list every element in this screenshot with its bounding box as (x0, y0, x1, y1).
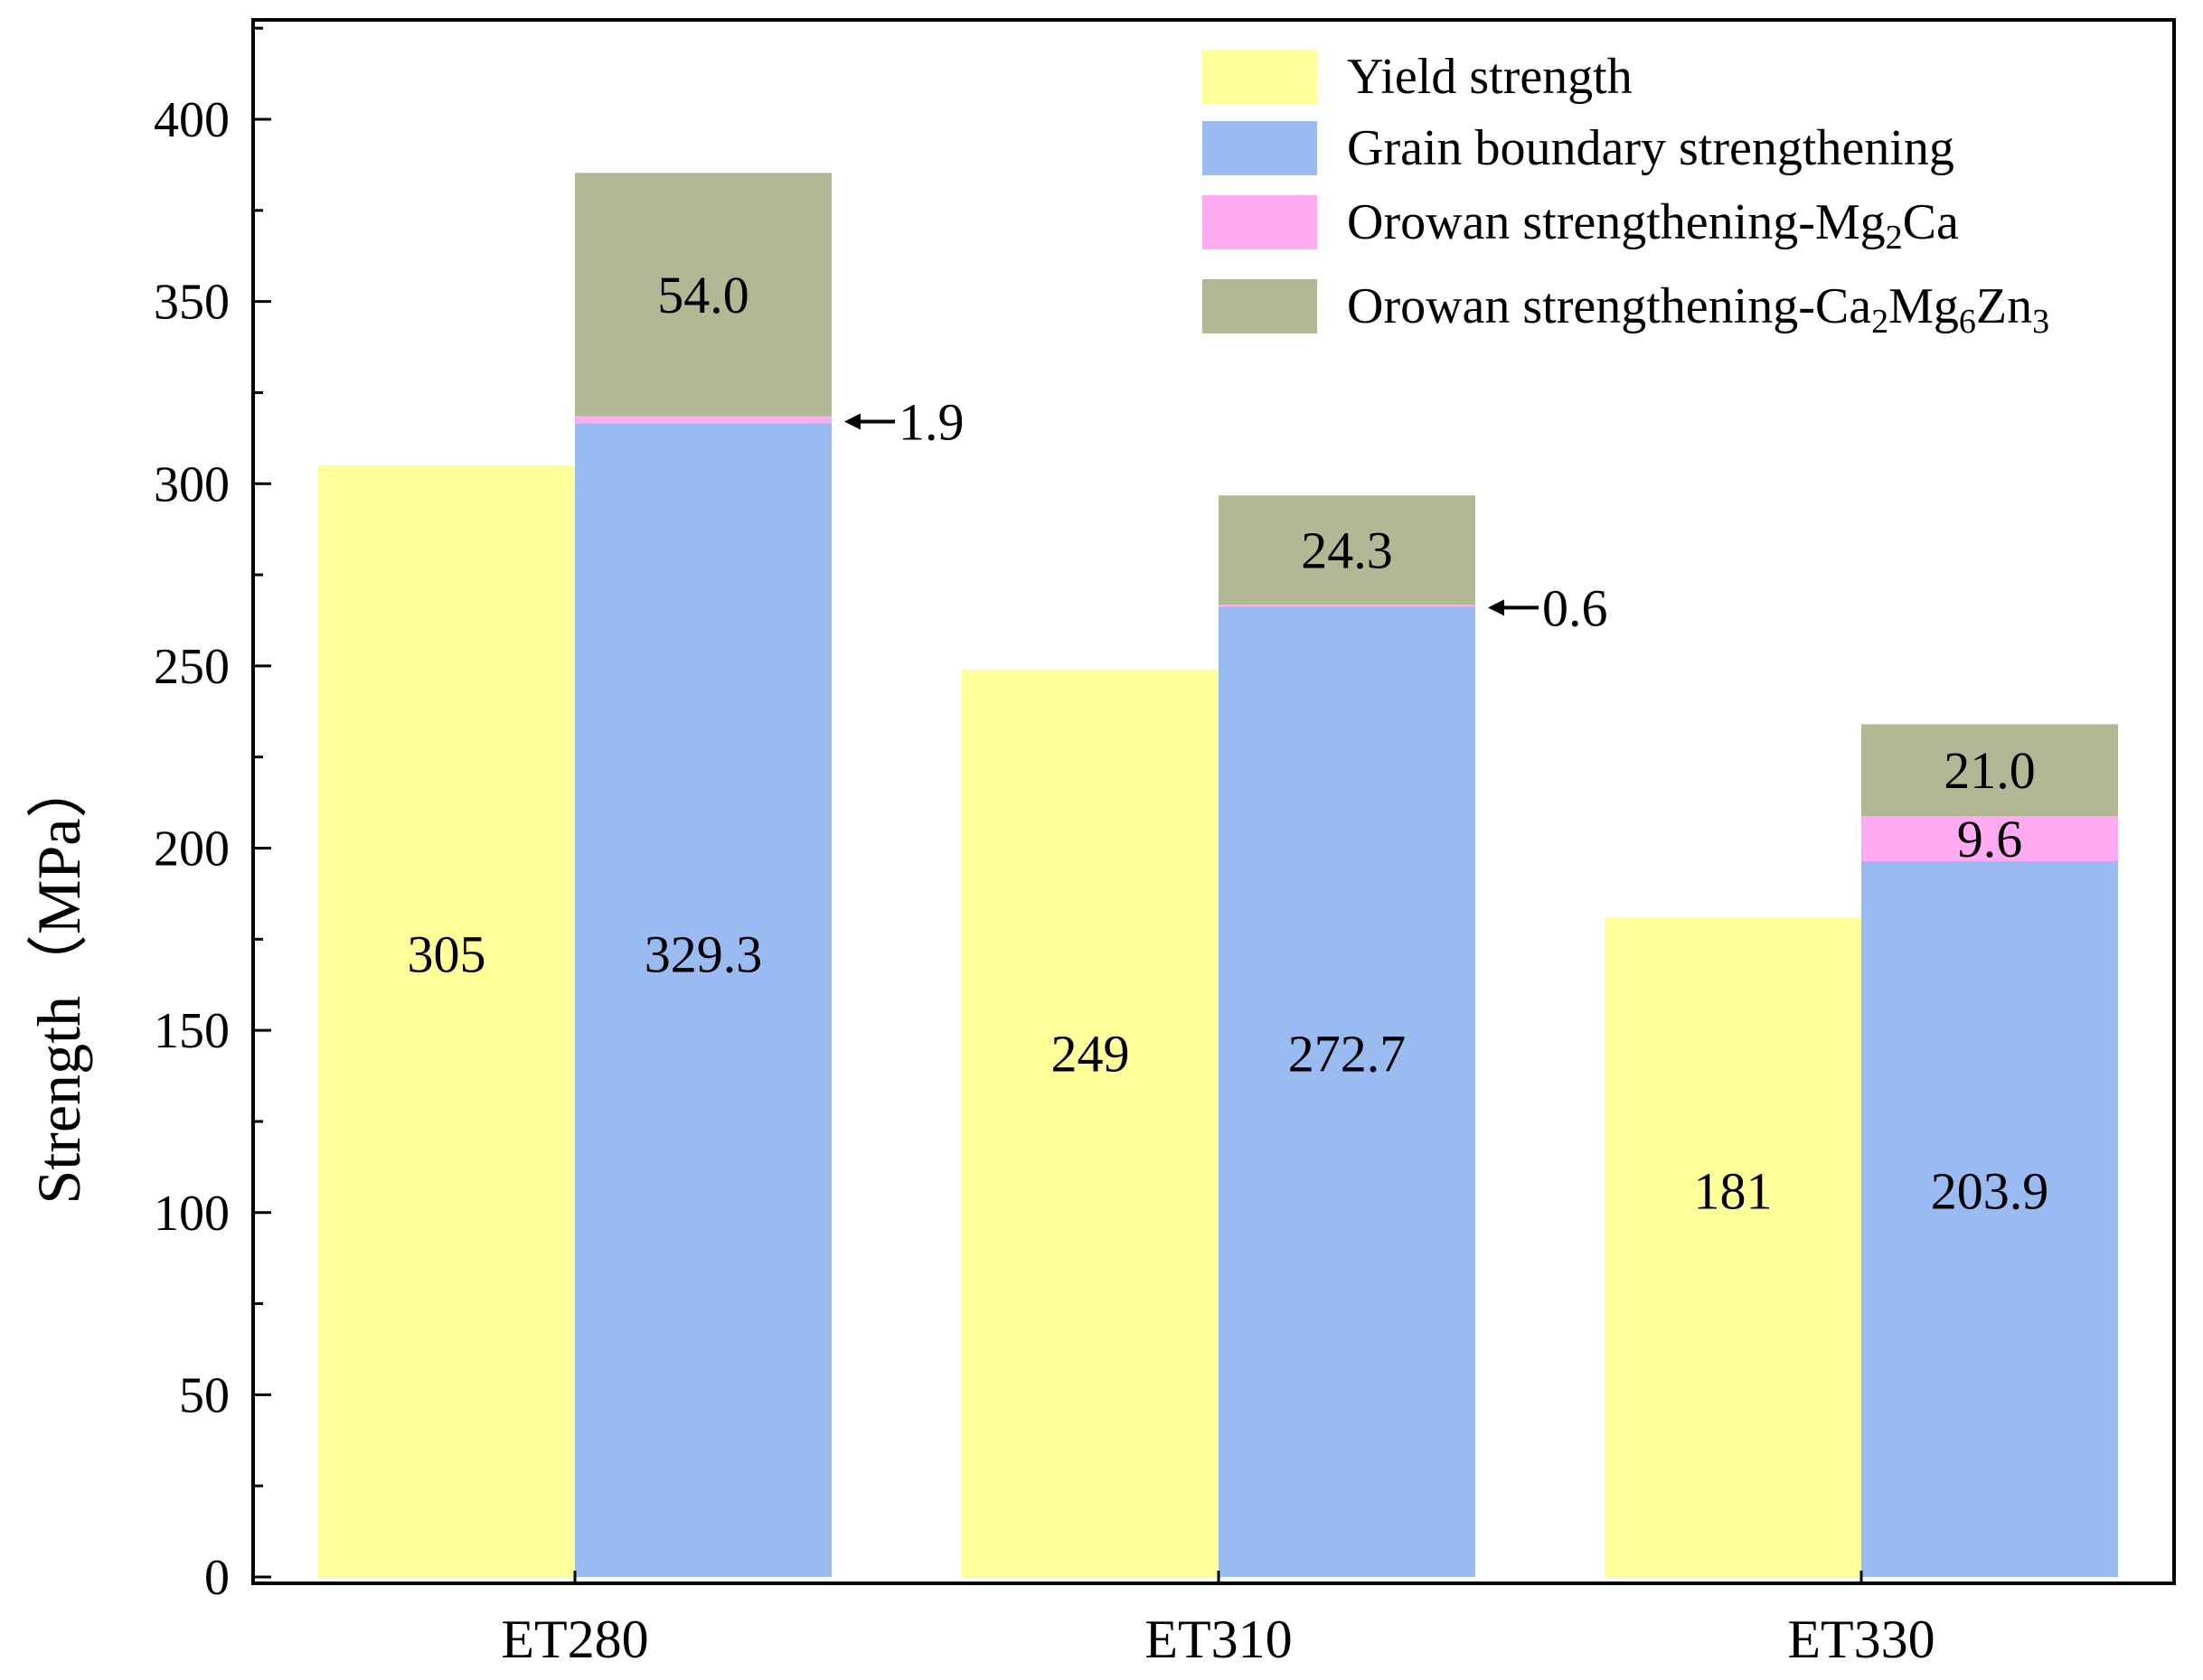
y-tick-label-300: 300 (154, 456, 230, 512)
y-tick-label-400: 400 (154, 92, 230, 148)
bar-yield-et280 (318, 465, 575, 1577)
label-grain-boundary-et310: 272.7 (1288, 1024, 1407, 1083)
label-grain-boundary-et330: 203.9 (1931, 1161, 2049, 1220)
label-yield-et310: 249 (1051, 1024, 1130, 1083)
y-tick-label-150: 150 (154, 1003, 230, 1059)
label-yield-et280: 305 (408, 925, 486, 984)
y-tick-label-200: 200 (154, 821, 230, 878)
annotation-arrowhead-et280 (844, 413, 861, 430)
annotation-label-et310: 0.6 (1542, 578, 1608, 637)
legend: Yield strength Grain boundary strengtheni… (1202, 49, 2049, 341)
legend-swatch-orowan-ca2mg6zn3 (1202, 279, 1317, 333)
y-tick-label-100: 100 (154, 1186, 230, 1242)
bar-orowan-mg2ca-et310 (1219, 605, 1475, 607)
label-orowan-ca2mg6zn3-et330: 21.0 (1944, 741, 2036, 800)
legend-label-grain-boundary: Grain boundary strengthening (1347, 120, 1954, 176)
legend-label-orowan-ca2mg6zn3: Orowan strengthening-Ca2Mg6Zn3 (1347, 278, 2049, 341)
y-tick-label-0: 0 (204, 1550, 230, 1606)
legend-swatch-grain-boundary (1202, 121, 1317, 175)
bar-orowan-mg2ca-et280 (575, 416, 832, 424)
y-tick-label-50: 50 (179, 1367, 230, 1423)
bar-grain-boundary-et310 (1219, 606, 1475, 1577)
label-orowan-ca2mg6zn3-et280: 54.0 (657, 266, 749, 324)
bar-grain-boundary-et330 (1861, 861, 2118, 1577)
bar-orowan-ca2mg6zn3-et330 (1861, 724, 2118, 817)
bar-yield-et330 (1605, 917, 1861, 1577)
x-tick-label-et310: ET310 (1144, 1610, 1292, 1669)
bar-orowan-ca2mg6zn3-et280 (575, 173, 832, 417)
label-yield-et330: 181 (1694, 1161, 1773, 1220)
bar-grain-boundary-et280 (575, 423, 832, 1577)
bar-orowan-mg2ca-et330 (1861, 816, 2118, 862)
x-tick-label-et280: ET280 (501, 1610, 648, 1669)
y-axis-label: Strength（MPa） (24, 757, 93, 1205)
bar-orowan-ca2mg6zn3-et310 (1219, 495, 1475, 605)
label-grain-boundary-et280: 329.3 (645, 925, 763, 984)
label-orowan-mg2ca-et330: 9.6 (1957, 810, 2023, 868)
legend-swatch-yield (1202, 50, 1317, 104)
axes-layer: ET280 ET310 ET330 0 50 100 150 200 250 300 350 400 (154, 18, 2176, 1669)
bars-layer: 305 329.3 54.0 1.9 249 272.7 24.3 0.6 181 203.9 21… (318, 173, 2118, 1577)
legend-label-orowan-mg2ca: Orowan strengthening-Mg2Ca (1347, 194, 1959, 257)
y-tick-label-350: 350 (154, 275, 230, 331)
plot-frame (251, 18, 2176, 1585)
y-tick-label-250: 250 (154, 639, 230, 695)
bar-yield-et310 (962, 669, 1219, 1577)
label-orowan-ca2mg6zn3-et310: 24.3 (1301, 521, 1393, 580)
x-tick-label-et330: ET330 (1787, 1610, 1935, 1669)
annotation-arrowhead-et310 (1488, 599, 1504, 616)
legend-label-yield: Yield strength (1347, 49, 1633, 105)
legend-swatch-orowan-mg2ca (1202, 195, 1317, 249)
annotation-label-et280: 1.9 (899, 392, 965, 451)
